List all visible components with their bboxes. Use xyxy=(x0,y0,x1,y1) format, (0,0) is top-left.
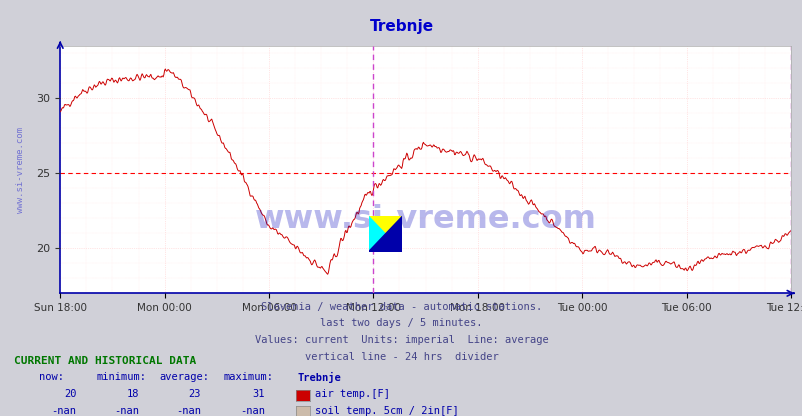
Polygon shape xyxy=(368,216,402,252)
Text: minimum:: minimum: xyxy=(96,372,146,382)
Text: 18: 18 xyxy=(126,389,139,399)
Text: Values: current  Units: imperial  Line: average: Values: current Units: imperial Line: av… xyxy=(254,335,548,345)
Text: vertical line - 24 hrs  divider: vertical line - 24 hrs divider xyxy=(304,352,498,362)
Polygon shape xyxy=(368,216,402,252)
Text: last two days / 5 minutes.: last two days / 5 minutes. xyxy=(320,318,482,328)
Text: -nan: -nan xyxy=(176,406,200,416)
Text: 20: 20 xyxy=(63,389,76,399)
Text: 31: 31 xyxy=(252,389,265,399)
Text: maximum:: maximum: xyxy=(223,372,273,382)
Text: www.si-vreme.com: www.si-vreme.com xyxy=(15,126,25,213)
Text: Trebnje: Trebnje xyxy=(297,372,340,384)
Text: Trebnje: Trebnje xyxy=(369,19,433,34)
Text: soil temp. 5cm / 2in[F]: soil temp. 5cm / 2in[F] xyxy=(314,406,458,416)
Text: average:: average: xyxy=(159,372,209,382)
Text: CURRENT AND HISTORICAL DATA: CURRENT AND HISTORICAL DATA xyxy=(14,356,196,366)
Text: www.si-vreme.com: www.si-vreme.com xyxy=(254,203,596,235)
Text: -nan: -nan xyxy=(240,406,265,416)
Text: -nan: -nan xyxy=(51,406,76,416)
Text: Slovenia / weather data - automatic stations.: Slovenia / weather data - automatic stat… xyxy=(261,302,541,312)
Text: 23: 23 xyxy=(188,389,200,399)
Text: air temp.[F]: air temp.[F] xyxy=(314,389,389,399)
Text: now:: now: xyxy=(38,372,63,382)
Text: -nan: -nan xyxy=(114,406,139,416)
